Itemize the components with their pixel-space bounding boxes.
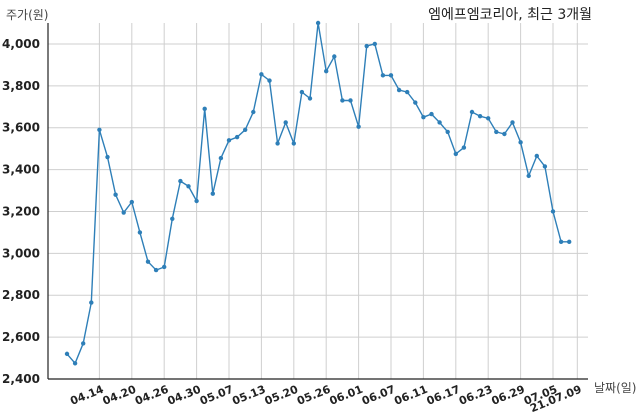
data-point — [243, 127, 248, 132]
data-point — [348, 98, 353, 103]
data-point — [388, 73, 394, 78]
data-point — [291, 141, 296, 146]
data-point — [275, 141, 280, 146]
data-point — [445, 129, 450, 135]
data-point — [477, 113, 483, 119]
data-point — [469, 109, 475, 115]
data-point — [502, 131, 507, 137]
x-axis-ticks: 04.1404.2004.2604.3005.0705.1305.2005.26… — [68, 383, 583, 416]
y-tick-label: 3,000 — [2, 246, 40, 260]
data-point — [97, 127, 102, 132]
y-tick-label: 3,600 — [2, 121, 40, 135]
data-point — [226, 138, 232, 143]
data-point — [405, 89, 410, 95]
axes — [47, 23, 588, 380]
y-tick-label: 3,400 — [2, 163, 40, 177]
data-point — [332, 54, 337, 59]
data-point — [453, 151, 458, 157]
data-point — [72, 361, 78, 366]
data-point — [89, 300, 94, 305]
data-point — [429, 111, 434, 117]
data-point — [437, 120, 442, 125]
data-point — [170, 216, 175, 221]
x-axis-label: 날짜(일) — [594, 381, 636, 395]
data-point — [186, 184, 191, 189]
data-point — [210, 191, 215, 196]
data-point — [380, 73, 386, 78]
data-point — [259, 72, 264, 77]
data-point — [315, 20, 321, 26]
y-tick-label: 3,800 — [2, 79, 40, 93]
data-point — [153, 267, 159, 273]
y-axis-ticks: 2,400 2,600 2,800 3,000 3,200 3,400 3,600 3,800… — [2, 37, 40, 386]
y-axis-label: 주가(원) — [6, 8, 48, 22]
data-point — [251, 109, 256, 115]
data-point — [518, 140, 523, 145]
y-tick-label: 3,200 — [2, 204, 40, 218]
grid-lines — [48, 23, 588, 380]
data-point — [558, 239, 564, 245]
data-point — [534, 153, 539, 159]
data-point — [340, 98, 345, 103]
data-point — [413, 100, 418, 105]
y-tick-label: 2,600 — [2, 330, 40, 344]
data-point — [218, 155, 224, 161]
data-point — [105, 154, 110, 160]
data-point — [121, 210, 126, 215]
data-point — [283, 120, 288, 125]
data-point — [64, 351, 70, 357]
data-point — [396, 87, 402, 93]
data-point — [299, 89, 305, 95]
data-point — [194, 198, 199, 204]
data-point — [421, 115, 426, 120]
data-point — [267, 78, 272, 83]
data-point — [137, 230, 143, 235]
data-point — [486, 116, 491, 121]
y-tick-label: 2,400 — [2, 372, 40, 386]
data-point — [324, 68, 329, 74]
data-point — [145, 259, 151, 264]
data-point — [202, 106, 207, 112]
y-tick-label: 2,800 — [2, 288, 40, 302]
data-point — [372, 41, 377, 47]
data-point — [234, 134, 240, 140]
data-point — [364, 43, 369, 49]
data-point — [162, 264, 167, 270]
data-point — [113, 192, 118, 197]
data-point — [461, 145, 467, 150]
data-point — [542, 164, 548, 169]
data-point — [567, 239, 572, 245]
data-point — [526, 173, 531, 179]
series-line — [66, 22, 570, 365]
data-point — [356, 124, 361, 129]
series-group — [64, 20, 572, 366]
data-point — [550, 209, 556, 214]
y-tick-label: 4,000 — [2, 37, 40, 51]
data-point — [81, 341, 86, 346]
data-point — [129, 199, 134, 205]
data-point — [494, 129, 499, 135]
data-point — [178, 178, 183, 184]
data-point — [510, 120, 515, 125]
data-point — [307, 96, 313, 101]
chart-title: 엠에프엠코리아, 최근 3개월 — [428, 7, 592, 23]
